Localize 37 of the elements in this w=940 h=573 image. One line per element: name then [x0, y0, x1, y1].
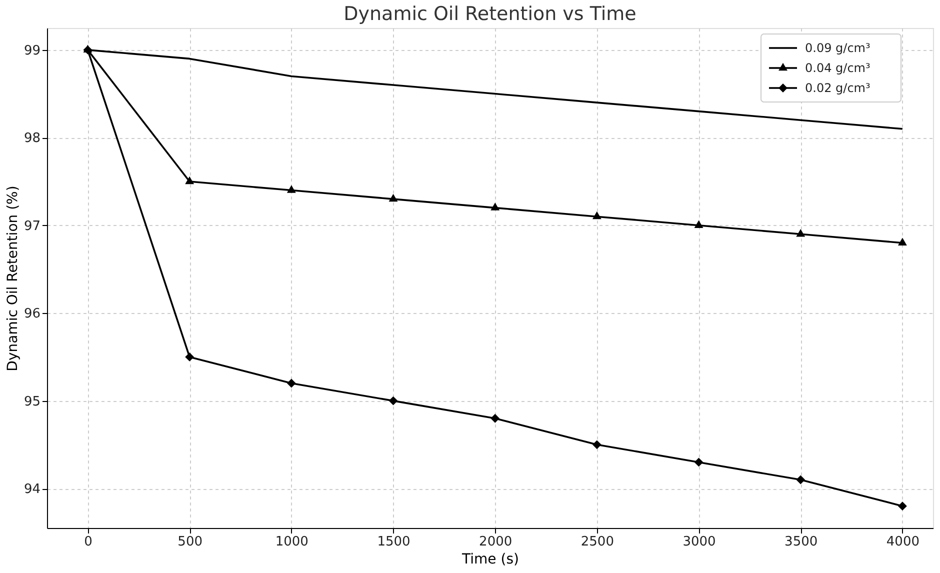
x-tick-label: 0 [84, 534, 92, 550]
y-tick-label: 97 [24, 218, 40, 234]
point [592, 440, 602, 450]
y-tick-label: 99 [24, 43, 40, 58]
point [898, 238, 907, 246]
point [898, 502, 907, 511]
legend-label: 0.09 g/cm³ [805, 41, 870, 55]
point [286, 378, 296, 388]
point [694, 220, 704, 228]
point [490, 202, 500, 210]
x-tick-label: 2500 [580, 534, 614, 550]
legend-label: 0.02 g/cm³ [805, 81, 870, 95]
y-tick-label: 95 [24, 394, 40, 410]
x-tick-label: 4000 [886, 534, 920, 550]
y-tick-label: 94 [24, 482, 40, 498]
chart-title: Dynamic Oil Retention vs Time [344, 3, 636, 25]
legend-label: 0.04 g/cm³ [805, 61, 870, 75]
point [286, 185, 296, 193]
x-tick-label: 3000 [682, 534, 716, 550]
point [388, 194, 398, 202]
point [388, 396, 398, 406]
x-tick-label: 3500 [784, 534, 818, 550]
x-axis-title: Time (s) [461, 552, 519, 568]
point [592, 211, 602, 220]
point [185, 352, 194, 362]
y-axis-title: Dynamic Oil Retention (%) [4, 186, 21, 372]
y-tick-label: 96 [24, 306, 40, 322]
x-tick-label: 1500 [377, 534, 410, 550]
point [796, 475, 806, 484]
point [796, 228, 806, 237]
point [490, 414, 500, 423]
point [694, 458, 704, 467]
y-tick-label: 98 [24, 131, 40, 146]
x-tick-label: 500 [178, 534, 202, 550]
point [185, 176, 194, 184]
x-tick-label: 2000 [479, 534, 512, 550]
x-tick-label: 1000 [275, 534, 308, 550]
